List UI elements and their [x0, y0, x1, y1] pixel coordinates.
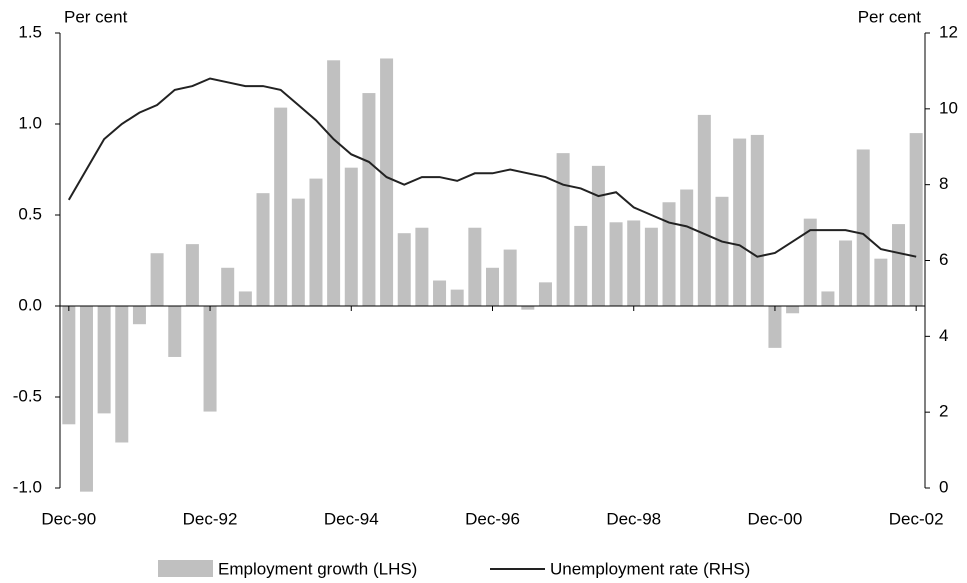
- bar: [591, 165, 605, 306]
- x-tick-label: Dec-96: [465, 509, 520, 528]
- x-tick-label: Dec-98: [606, 509, 661, 528]
- y2-axis-label: Per cent: [858, 7, 922, 26]
- bar: [697, 114, 711, 307]
- y-axis-label: Per cent: [64, 7, 128, 26]
- bar: [97, 306, 111, 414]
- bar: [715, 196, 729, 306]
- y-tick-label: -0.5: [13, 386, 42, 405]
- bar: [468, 227, 482, 306]
- bar: [168, 306, 182, 357]
- bar: [786, 306, 800, 314]
- bar: [892, 224, 906, 306]
- y2-tick-label: 12: [939, 22, 958, 41]
- legend-label: Employment growth (LHS): [218, 559, 417, 578]
- bar: [874, 258, 888, 306]
- bar: [132, 306, 146, 325]
- bar: [839, 240, 853, 306]
- y2-tick-label: 4: [939, 326, 948, 345]
- y-tick-label: 0.0: [18, 295, 42, 314]
- bar: [115, 306, 129, 443]
- bar: [274, 107, 288, 307]
- bar: [450, 289, 464, 306]
- legend-swatch: [158, 560, 213, 577]
- bar: [221, 267, 235, 306]
- y-tick-label: 1.0: [18, 113, 42, 132]
- bar: [291, 198, 305, 306]
- bar: [185, 244, 199, 306]
- bar: [256, 193, 270, 306]
- bar: [150, 253, 164, 306]
- x-tick-label: Dec-94: [324, 509, 379, 528]
- bar: [556, 153, 570, 306]
- bar: [750, 134, 764, 306]
- bar: [238, 291, 252, 306]
- y-tick-label: -1.0: [13, 477, 42, 496]
- bar: [397, 233, 411, 306]
- bar: [803, 218, 817, 306]
- x-tick-label: Dec-92: [183, 509, 238, 528]
- bar: [79, 306, 93, 492]
- bar: [856, 149, 870, 306]
- bar: [574, 225, 588, 306]
- bar: [380, 58, 394, 307]
- bar: [503, 249, 517, 306]
- y-tick-label: 0.5: [18, 204, 42, 223]
- bar: [486, 267, 499, 306]
- y2-tick-label: 2: [939, 402, 948, 421]
- bar: [521, 306, 535, 310]
- y2-tick-label: 8: [939, 174, 948, 193]
- bar: [662, 202, 676, 306]
- bar: [203, 306, 217, 412]
- bar: [909, 133, 923, 306]
- y-tick-label: 1.5: [18, 22, 42, 41]
- bar: [327, 60, 341, 306]
- y2-tick-label: 0: [939, 477, 948, 496]
- bar: [344, 167, 358, 306]
- x-tick-label: Dec-90: [41, 509, 96, 528]
- line: [67, 77, 917, 258]
- legend-label: Unemployment rate (RHS): [550, 559, 750, 578]
- bar: [62, 306, 76, 425]
- bar: [538, 282, 552, 306]
- bar: [627, 220, 641, 306]
- x-tick-label: Dec-00: [748, 509, 803, 528]
- bar: [644, 227, 658, 306]
- y2-tick-label: 6: [939, 250, 948, 269]
- bar: [768, 306, 782, 348]
- y2-tick-label: 10: [939, 98, 958, 117]
- bar: [821, 291, 835, 306]
- bar: [415, 227, 429, 306]
- bar: [362, 93, 376, 306]
- bar: [309, 178, 323, 306]
- bar: [433, 280, 447, 306]
- x-tick-label: Dec-02: [889, 509, 944, 528]
- bar: [680, 189, 694, 306]
- bar: [733, 138, 747, 306]
- bar: [609, 222, 623, 306]
